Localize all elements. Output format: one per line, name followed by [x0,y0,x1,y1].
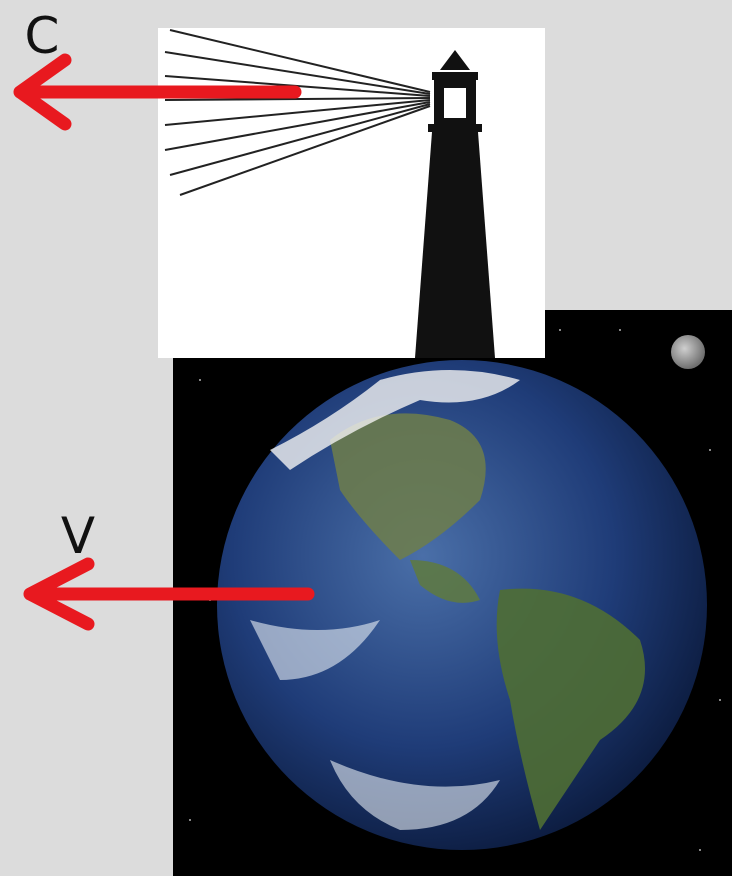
lighthouse-image [158,28,545,358]
diagram: C V [0,0,732,876]
moon [671,335,705,369]
arrow-label: V [61,507,95,565]
arrow-label: C [25,7,60,65]
